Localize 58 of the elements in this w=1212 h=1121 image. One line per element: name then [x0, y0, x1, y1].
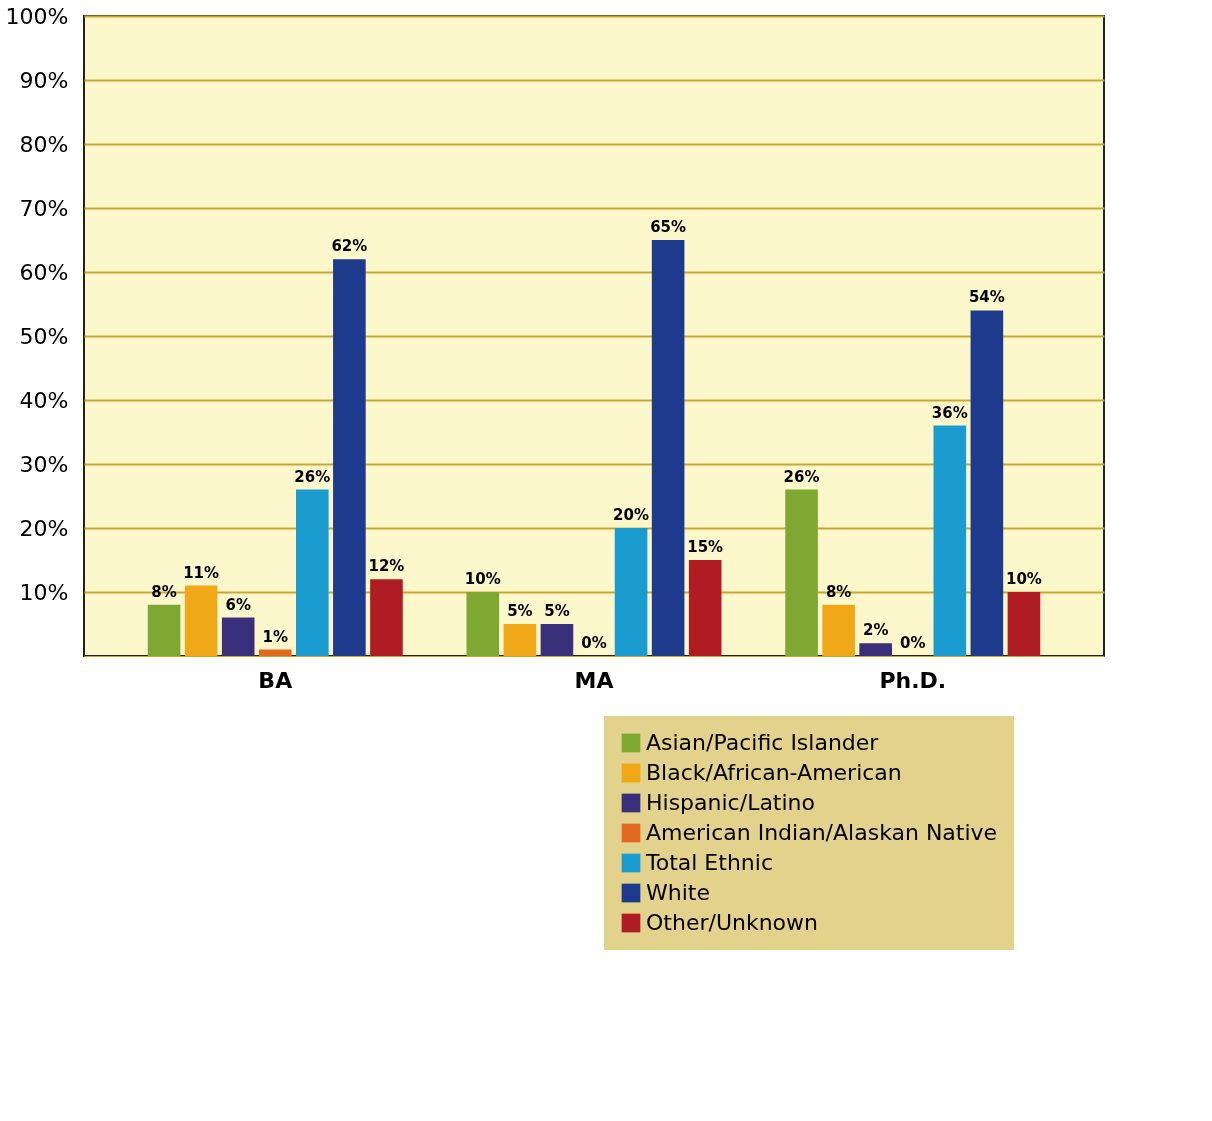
data-label: 6%: [225, 595, 251, 614]
bar: [688, 560, 722, 656]
bar: [859, 643, 892, 656]
y-tick-label: 10%: [19, 579, 69, 605]
bar: [466, 592, 500, 656]
bar: [296, 489, 329, 656]
data-label: 62%: [331, 237, 368, 256]
bar: [258, 649, 292, 656]
y-tick-label: 20%: [19, 515, 69, 541]
data-label: 36%: [931, 403, 968, 422]
legend-label: White: [646, 880, 710, 905]
bar: [221, 617, 255, 656]
data-label: 0%: [900, 634, 926, 652]
bar: [1007, 592, 1041, 656]
data-label: 10%: [464, 570, 501, 588]
data-label: 15%: [687, 538, 724, 556]
legend-label: Other/Unknown: [646, 910, 819, 935]
y-tick-label: 100%: [5, 3, 69, 29]
y-tick-label: 60%: [19, 259, 69, 285]
legend-label: Black/African-American: [646, 760, 902, 785]
data-label: 54%: [968, 288, 1005, 307]
bar: [503, 624, 537, 656]
bar: [614, 528, 648, 656]
y-tick-label: 30%: [19, 451, 69, 477]
y-tick-label: 40%: [19, 387, 69, 413]
legend-label: American Indian/Alaskan Native: [646, 820, 998, 845]
legend-label: Total Ethnic: [645, 850, 773, 875]
data-label: 5%: [507, 602, 533, 620]
data-label: 0%: [581, 634, 607, 652]
legend-label: Hispanic/Latino: [646, 790, 816, 815]
data-label: 10%: [1005, 570, 1042, 588]
bar: [651, 240, 685, 656]
data-label: 26%: [783, 467, 820, 486]
bar: [184, 585, 218, 656]
bar: [785, 489, 818, 656]
bar: [970, 310, 1004, 656]
y-tick-label: 80%: [19, 131, 69, 157]
data-label: 12%: [368, 557, 405, 576]
data-label: 20%: [613, 506, 650, 524]
y-tick-label: 90%: [19, 67, 69, 93]
x-tick-label: MA: [574, 667, 614, 693]
data-label: 65%: [650, 218, 687, 236]
bar: [822, 604, 855, 656]
data-label: 1%: [262, 627, 288, 646]
legend-label: Asian/Pacific Islander: [646, 730, 880, 755]
data-label: 5%: [544, 602, 570, 620]
data-label: 2%: [862, 621, 889, 640]
bar: [933, 425, 967, 656]
data-label: 26%: [294, 467, 331, 486]
y-tick-label: 70%: [19, 195, 69, 221]
y-tick-label: 50%: [19, 323, 69, 349]
bar: [540, 624, 574, 656]
x-tick-label: BA: [258, 667, 293, 693]
bar: [370, 579, 403, 656]
data-label: 11%: [183, 563, 220, 582]
bar: [333, 259, 366, 656]
x-tick-label: Ph.D.: [879, 667, 947, 693]
bar: [147, 604, 181, 656]
